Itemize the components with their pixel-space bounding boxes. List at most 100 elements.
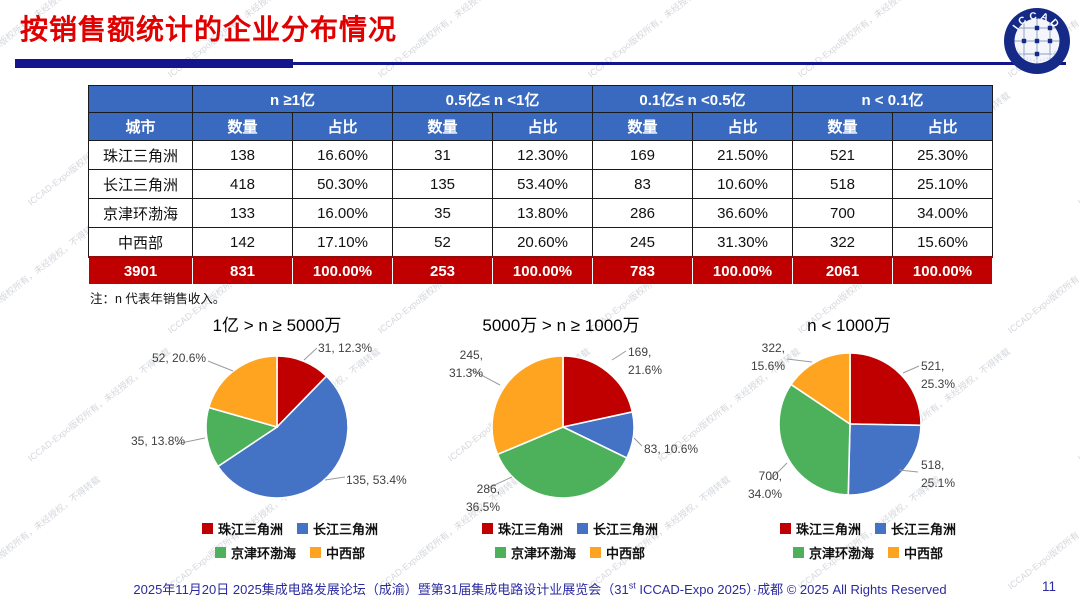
col-header-count: 数量: [792, 112, 893, 141]
title-rule-thin: [293, 62, 1066, 65]
row-city: 珠江三角洲: [88, 140, 193, 170]
col-header-share: 占比: [692, 112, 793, 141]
legend-label: 中西部: [904, 546, 944, 561]
legend-swatch: [481, 523, 493, 534]
cell: 25.10%: [892, 169, 993, 199]
pie-slice: [496, 426, 628, 499]
pie-label: 245, 31.3%: [448, 348, 483, 380]
distribution-table: n ≥1亿 0.5亿≤ n <1亿 0.1亿≤ n <0.5亿 n < 0.1亿…: [88, 85, 993, 285]
watermark-text: ICCAD-Expo版权所有，未经授权，不得转载: [796, 0, 943, 80]
cell: 25.30%: [892, 140, 993, 170]
footer-sup: st: [628, 580, 636, 591]
col-header-count: 数量: [192, 112, 293, 141]
pie-slice: [207, 355, 278, 429]
pie-label: 700, 34.0%: [747, 469, 782, 501]
legend-item: 中西部: [590, 543, 645, 562]
legend-label: 珠江三角洲: [217, 522, 283, 537]
cell: 245: [592, 227, 693, 258]
legend-item: 珠江三角洲: [201, 519, 283, 538]
pie-title-1: 1亿 > n ≥ 5000万: [212, 316, 342, 335]
cell: 100.00%: [492, 256, 593, 285]
cell: 16.00%: [292, 198, 393, 228]
col-header-count: 数量: [592, 112, 693, 141]
pie-title-3: n < 1000万: [807, 316, 891, 335]
legend-item: 长江三角洲: [875, 519, 956, 538]
watermark-text: ICCAD-Expo版权所有，未经授权，不得转载: [1076, 346, 1080, 464]
pie-label: 169, 21.6%: [628, 345, 663, 377]
cell: 20.60%: [492, 227, 593, 258]
legend-label: 珠江三角洲: [795, 522, 861, 537]
cell: 133: [192, 198, 293, 228]
pie-legend-2: 珠江三角洲 长江三角洲 京津环渤海 中西部: [430, 519, 710, 562]
col-header-city: 城市: [88, 112, 193, 141]
legend-item: 京津环渤海: [214, 543, 296, 562]
footer: 2025年11月20日 2025集成电路发展论坛（成渝）暨第31届集成电路设计业…: [0, 579, 1080, 598]
pie-chart-1: [205, 355, 349, 499]
cell: 2061: [792, 256, 893, 285]
cell: 322: [792, 227, 893, 258]
legend-item: 中西部: [888, 543, 943, 562]
watermark-text: ICCAD-Expo版权所有，未经授权，不得转载: [0, 474, 103, 592]
pie-legend-3: 珠江三角洲 长江三角洲 京津环渤海 中西部: [728, 519, 1008, 562]
pie-label: 135, 53.4%: [346, 473, 407, 487]
cell: 35: [392, 198, 493, 228]
legend-swatch: [888, 547, 899, 558]
cell: 50.30%: [292, 169, 393, 199]
cell: 36.60%: [692, 198, 793, 228]
cell: 53.40%: [492, 169, 593, 199]
legend-label: 珠江三角洲: [497, 522, 563, 537]
pie-label: 322, 15.6%: [750, 341, 785, 373]
cell: 700: [792, 198, 893, 228]
table-note: 注：n 代表年销售收入。: [90, 292, 226, 306]
cell: 31.30%: [692, 227, 793, 258]
col-header-share: 占比: [892, 112, 993, 141]
legend-item: 珠江三角洲: [779, 519, 861, 538]
legend-swatch: [201, 523, 213, 534]
page-title: 按销售额统计的企业分布情况: [20, 14, 398, 45]
group-header-3: 0.1亿≤ n <0.5亿: [592, 85, 793, 113]
pie-legend-1: 珠江三角洲 长江三角洲 京津环渤海 中西部: [150, 519, 430, 562]
legend-label: 长江三角洲: [593, 522, 659, 537]
legend-swatch: [779, 523, 791, 534]
cell: 52: [392, 227, 493, 258]
watermark-text: ICCAD-Expo版权所有，未经授权，不得转载: [586, 0, 733, 80]
cell: 12.30%: [492, 140, 593, 170]
pie-slice: [491, 355, 564, 456]
legend-item: 京津环渤海: [792, 543, 874, 562]
row-city: 长江三角洲: [88, 169, 193, 199]
col-header-count: 数量: [392, 112, 493, 141]
cell: 138: [192, 140, 293, 170]
pie-label: 286, 36.5%: [465, 482, 500, 514]
watermark-text: ICCAD-Expo版权所有，未经授权，不得转载: [1076, 90, 1080, 208]
cell: 142: [192, 227, 293, 258]
footer-text: ICCAD-Expo 2025）·成都 © 2025 All Rights Re…: [635, 582, 947, 597]
pie-slice: [216, 374, 349, 499]
pie-chart-2: [491, 355, 635, 499]
cell: 418: [192, 169, 293, 199]
legend-swatch: [494, 547, 506, 558]
cell: 15.60%: [892, 227, 993, 258]
row-city: 中西部: [88, 227, 193, 258]
group-header-1: n ≥1亿: [192, 85, 393, 113]
pie-slice: [778, 383, 851, 496]
cell: 100.00%: [292, 256, 393, 285]
total-count: 3901: [88, 256, 193, 285]
legend-swatch: [590, 547, 601, 558]
pie-chart-3: [778, 352, 922, 496]
row-city: 京津环渤海: [88, 198, 193, 228]
pie-slice: [847, 423, 922, 496]
pie-label: 521, 25.3%: [921, 359, 956, 391]
table-row: 中西部 142 17.10% 52 20.60% 245 31.30% 322 …: [88, 227, 993, 258]
pie-slice: [789, 352, 851, 426]
cell: 17.10%: [292, 227, 393, 258]
table-row: 京津环渤海 133 16.00% 35 13.80% 286 36.60% 70…: [88, 198, 993, 228]
legend-label: 中西部: [326, 546, 366, 561]
group-header-2: 0.5亿≤ n <1亿: [392, 85, 593, 113]
cell: 783: [592, 256, 693, 285]
cell: 135: [392, 169, 493, 199]
group-header-4: n < 0.1亿: [792, 85, 993, 113]
legend-swatch: [577, 523, 588, 534]
cell: 83: [592, 169, 693, 199]
legend-item: 长江三角洲: [297, 519, 378, 538]
